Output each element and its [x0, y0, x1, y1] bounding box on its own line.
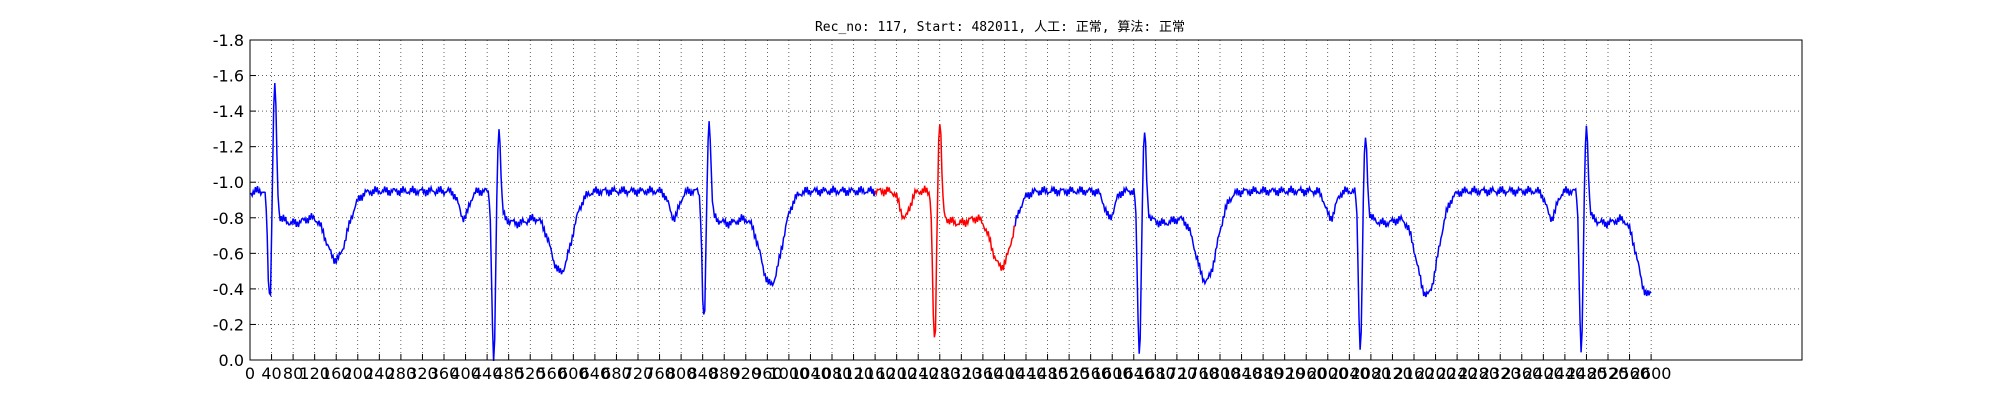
x-tick-label: 2520 — [1588, 364, 1629, 383]
x-tick-label: 1560 — [1070, 364, 1111, 383]
x-tick-label: 2040 — [1329, 364, 1370, 383]
x-tick-label: 1400 — [984, 364, 1025, 383]
x-tick-label: 1320 — [941, 364, 982, 383]
x-tick-label: 2080 — [1351, 364, 1392, 383]
x-tick-label: 2400 — [1523, 364, 1564, 383]
x-tick-label: 1760 — [1178, 364, 1219, 383]
x-tick-label: 120 — [299, 364, 330, 383]
x-tick-label: 1640 — [1113, 364, 1154, 383]
x-tick-label: 2440 — [1545, 364, 1586, 383]
x-tick-label: 880 — [709, 364, 740, 383]
x-tick-label: 1280 — [919, 364, 960, 383]
x-tick-label: 440 — [472, 364, 503, 383]
x-tick-label: 640 — [580, 364, 611, 383]
x-tick-label: 1520 — [1049, 364, 1090, 383]
x-tick-label: 1200 — [876, 364, 917, 383]
x-tick-label: 2000 — [1307, 364, 1348, 383]
x-tick-label: 240 — [364, 364, 395, 383]
x-tick-label: 2200 — [1415, 364, 1456, 383]
x-tick-label: 200 — [343, 364, 374, 383]
x-tick-label: 0 — [245, 364, 255, 383]
x-tick-label: 800 — [666, 364, 697, 383]
x-tick-label: 1880 — [1243, 364, 1284, 383]
x-tick-label: 480 — [493, 364, 524, 383]
x-tick-label: 280 — [386, 364, 417, 383]
x-tick-label: 2280 — [1458, 364, 1499, 383]
x-tick-label: 840 — [687, 364, 718, 383]
y-tick-label: -1.8 — [213, 31, 244, 50]
y-tick-label: -1.4 — [213, 102, 244, 121]
x-tick-label: 1920 — [1264, 364, 1305, 383]
x-tick-label: 2240 — [1437, 364, 1478, 383]
x-tick-label: 1160 — [855, 364, 896, 383]
y-tick-label: -0.8 — [213, 209, 244, 228]
x-tick-label: 2480 — [1566, 364, 1607, 383]
x-tick-label: 720 — [623, 364, 654, 383]
x-tick-label: 680 — [601, 364, 632, 383]
plot-frame — [249, 39, 1803, 361]
x-tick-label: 1600 — [1092, 364, 1133, 383]
x-tick-label: 1440 — [1006, 364, 1047, 383]
x-tick-label: 520 — [515, 364, 546, 383]
x-tick-label: 80 — [283, 364, 303, 383]
chart-title: Rec_no: 117, Start: 482011, 人工: 正常, 算法: … — [815, 20, 1185, 35]
series-lines — [249, 82, 1652, 362]
x-tick-label: 1360 — [963, 364, 1004, 383]
x-tick-label: 2600 — [1631, 364, 1672, 383]
x-tick-label: 1840 — [1221, 364, 1262, 383]
x-tick-label: 2320 — [1480, 364, 1521, 383]
x-tick-label: 1800 — [1200, 364, 1241, 383]
y-tick-label: -0.6 — [213, 244, 244, 263]
x-tick-label: 1080 — [812, 364, 853, 383]
x-tick-label: 2120 — [1372, 364, 1413, 383]
ecg-line-blue — [249, 82, 1652, 362]
y-axis: 0.0 -0.2 -0.4 -0.6 -0.8 -1.0 -1.2 -1.4 -1.6 -1.8 — [213, 31, 256, 370]
x-tick-label: 1000 — [769, 364, 810, 383]
x-tick-label: 1720 — [1157, 364, 1198, 383]
x-tick-label: 2560 — [1609, 364, 1650, 383]
x-tick-label: 160 — [321, 364, 352, 383]
x-axis: 0 40 8012016020024028032036040044048052056… — [245, 354, 1672, 383]
y-tick-label: -1.0 — [213, 173, 244, 192]
x-tick-label: 1120 — [833, 364, 874, 383]
y-tick-label: 0.0 — [219, 351, 244, 370]
x-tick-label: 960 — [752, 364, 783, 383]
x-tick-label: 360 — [429, 364, 460, 383]
x-tick-label: 2160 — [1394, 364, 1435, 383]
grid — [249, 39, 1802, 361]
y-tick-label: -0.4 — [213, 280, 244, 299]
x-tick-label: 760 — [644, 364, 675, 383]
x-tick-label: 560 — [537, 364, 568, 383]
x-tick-label: 600 — [558, 364, 589, 383]
y-tick-label: -0.2 — [213, 315, 244, 334]
y-tick-label: -1.6 — [213, 67, 244, 86]
x-tick-label: 400 — [450, 364, 481, 383]
x-tick-label: 320 — [407, 364, 438, 383]
x-tick-label: 1480 — [1027, 364, 1068, 383]
x-tick-label: 1040 — [790, 364, 831, 383]
x-tick-label: 1240 — [898, 364, 939, 383]
x-tick-label: 1960 — [1286, 364, 1327, 383]
x-tick-label: 40 — [261, 364, 281, 383]
y-tick-label: -1.2 — [213, 138, 244, 157]
ecg-line-red — [874, 124, 1016, 338]
x-tick-label: 2360 — [1501, 364, 1542, 383]
x-tick-label: 920 — [731, 364, 762, 383]
x-tick-label: 1680 — [1135, 364, 1176, 383]
